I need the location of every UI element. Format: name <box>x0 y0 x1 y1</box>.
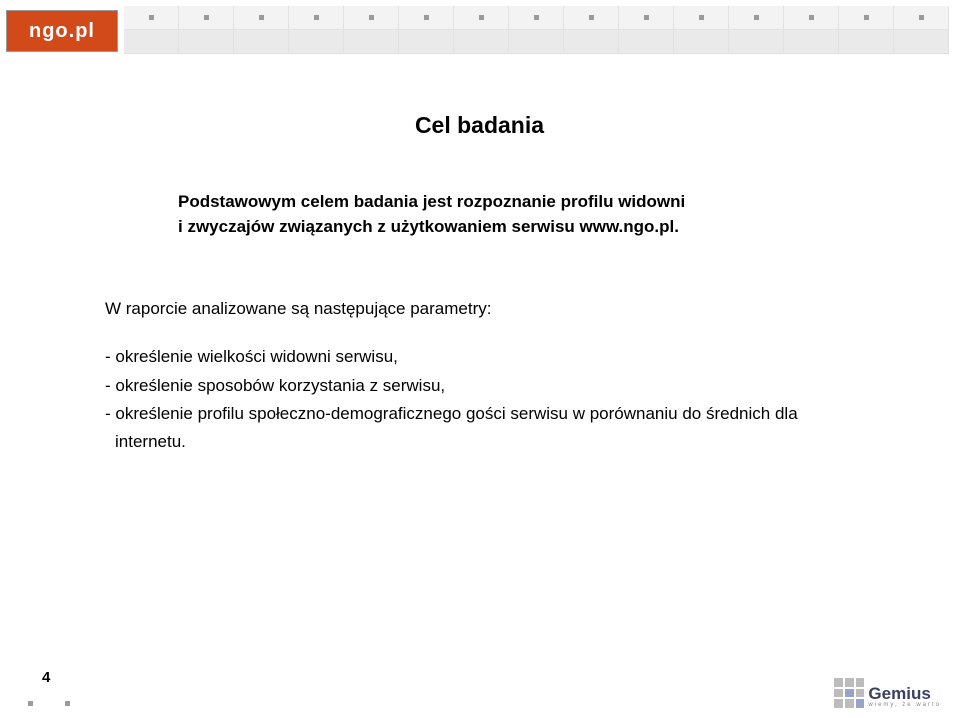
gemius-text: Gemius wiemy, że warto <box>868 685 941 708</box>
list-item: - określenie wielkości widowni serwisu, <box>105 344 839 370</box>
bullet-list: - określenie wielkości widowni serwisu, … <box>105 344 839 455</box>
header-row-bottom <box>124 30 949 54</box>
intro-line-1: Podstawowym celem badania jest rozpoznan… <box>178 192 685 211</box>
list-item-tail: internetu. <box>105 429 839 455</box>
body-section: W raporcie analizowane są następujące pa… <box>105 296 839 456</box>
gemius-tagline: wiemy, że warto <box>868 702 941 708</box>
footer: 4 Gemius wiemy, że warto <box>0 670 959 718</box>
intro-line-2: i zwyczajów związanych z użytkowaniem se… <box>178 217 679 236</box>
footer-dots <box>28 701 70 706</box>
ngo-logo: ngo.pl <box>6 10 118 52</box>
header-grid <box>124 6 949 54</box>
gemius-name: Gemius <box>868 685 941 702</box>
ngo-logo-text: ngo.pl <box>29 20 95 43</box>
gemius-squares-icon <box>834 678 864 708</box>
body-lead: W raporcie analizowane są następujące pa… <box>105 296 839 322</box>
intro-paragraph: Podstawowym celem badania jest rozpoznan… <box>178 190 839 239</box>
footer-dot <box>65 701 70 706</box>
page-title: Cel badania <box>0 112 959 139</box>
gemius-logo: Gemius wiemy, że warto <box>834 678 941 708</box>
header-bar: ngo.pl <box>0 0 959 58</box>
footer-dot <box>28 701 33 706</box>
list-item: - określenie sposobów korzystania z serw… <box>105 373 839 399</box>
header-row-top <box>124 6 949 30</box>
page-number: 4 <box>42 669 50 686</box>
list-item: - określenie profilu społeczno-demografi… <box>105 401 839 427</box>
